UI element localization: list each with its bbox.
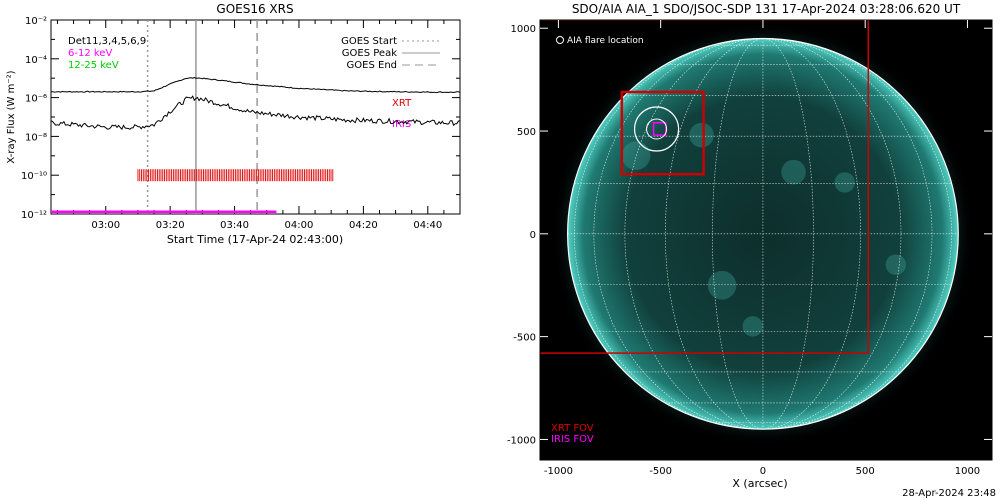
- iris-fov-box: [652, 122, 667, 136]
- map-y-tick-label: 500: [517, 127, 536, 138]
- longitude-line: [593, 38, 763, 430]
- series-line-short: [50, 95, 461, 131]
- legend-left-item: Det11,3,4,5,6,9: [68, 36, 146, 47]
- x-tick-label: 03:20: [156, 220, 185, 231]
- longitude-line: [762, 38, 933, 430]
- active-region-glow: [689, 122, 714, 148]
- active-region-glow: [834, 172, 855, 193]
- aia-xlabel: X (arcsec): [732, 477, 787, 490]
- map-y-tick-label: 1000: [511, 24, 536, 35]
- map-x-tick-label: -500: [649, 466, 672, 477]
- y-tick-label: 10⁻¹⁰: [21, 171, 47, 182]
- y-tick-label: 10⁻⁸: [25, 132, 47, 143]
- xrt-zoom-box: [620, 90, 705, 176]
- x-tick-label: 04:40: [413, 220, 442, 231]
- active-region-glow: [707, 270, 737, 300]
- legend-right-label: GOES Peak: [342, 48, 397, 59]
- map-x-tick-label: 500: [856, 466, 875, 477]
- legend-left-item: 6-12 keV: [68, 48, 112, 59]
- flare-location-circle: [633, 106, 680, 152]
- left-series: [50, 76, 461, 131]
- x-tick-label: 04:20: [349, 220, 378, 231]
- aia-map-background: [540, 20, 992, 460]
- map-y-tick-label: 0: [530, 230, 536, 241]
- longitude-line: [712, 38, 763, 430]
- left-plot-ylabel: X-ray Flux (W m⁻²): [6, 70, 17, 163]
- iris-label: IRIS: [392, 119, 411, 130]
- left-axes: 10⁻¹² 10⁻¹⁰ 10⁻⁸ 10⁻⁶ 10⁻⁴ 10⁻² 03:00 03:20 03:4…: [21, 16, 461, 231]
- aia-title: SDO/AIA AIA_1 SDO/JSOC-SDP 131 17-Apr-20…: [572, 2, 961, 16]
- iris-fov-legend: IRIS FOV: [551, 434, 594, 445]
- active-region-glow: [621, 141, 651, 171]
- legend-right-label: GOES End: [347, 60, 397, 71]
- map-x-tick-label: 0: [760, 466, 766, 477]
- y-tick-label: 10⁻¹²: [21, 210, 47, 221]
- corona-glow: [551, 22, 974, 445]
- legend-left-item: 12-25 keV: [68, 60, 119, 71]
- left-plot-frame: [50, 19, 461, 215]
- x-tick-label: 03:00: [91, 220, 120, 231]
- sun-disk: [551, 22, 974, 445]
- aia-map-frame: [539, 19, 993, 461]
- series-line-long: [50, 76, 461, 94]
- flare-legend-label: AIA flare location: [567, 36, 644, 46]
- longitude-line: [762, 38, 861, 430]
- active-region-glow: [742, 316, 763, 337]
- y-tick-label: 10⁻⁴: [25, 55, 47, 66]
- longitude-line: [762, 38, 952, 430]
- left-vlines: [146, 20, 258, 214]
- longitude-line: [624, 38, 763, 430]
- heliographic-grid: [567, 37, 959, 430]
- left-coverage: [51, 169, 334, 214]
- y-tick-label: 10⁻²: [25, 16, 47, 27]
- solar-disk: [567, 38, 959, 430]
- longitude-line: [665, 38, 763, 430]
- footer-timestamp: 28-Apr-2024 23:48: [902, 488, 996, 499]
- flare-legend-marker: [556, 36, 564, 44]
- map-x-tick-label: 1000: [955, 466, 980, 477]
- left-plot-xlabel: Start Time (17-Apr-24 02:43:00): [167, 233, 343, 246]
- x-tick-label: 04:00: [285, 220, 314, 231]
- solar-limb: [567, 37, 959, 430]
- legend-right-label: GOES Start: [341, 36, 397, 47]
- aia-map-content: [540, 20, 974, 445]
- map-x-tick-label: -1000: [544, 466, 573, 477]
- y-tick-label: 10⁻⁶: [25, 94, 47, 105]
- active-region-glow: [885, 254, 907, 275]
- xrt-label: XRT: [392, 98, 412, 109]
- longitude-line: [762, 38, 814, 430]
- fov-boxes: [540, 20, 870, 354]
- x-tick-label: 03:40: [220, 220, 249, 231]
- aia-axes: -1000 -500 0 500 1000 -1000 -500 0 500 1000: [507, 20, 992, 477]
- xrt-fov-legend: XRT FOV: [551, 423, 594, 434]
- left-plot-title: GOES16 XRS: [216, 2, 293, 16]
- goes-lightcurve-chart: GOES16 XRS X-ray Flux (W m⁻²) Start Time…: [6, 2, 461, 246]
- xrt-fov-box: [540, 20, 870, 354]
- map-y-tick-label: -500: [513, 333, 536, 344]
- flare-location-inner-circle: [646, 118, 668, 140]
- map-y-tick-label: -1000: [507, 435, 536, 446]
- longitude-line: [574, 38, 763, 430]
- longitude-line: [762, 38, 902, 430]
- active-region-glow: [781, 159, 806, 185]
